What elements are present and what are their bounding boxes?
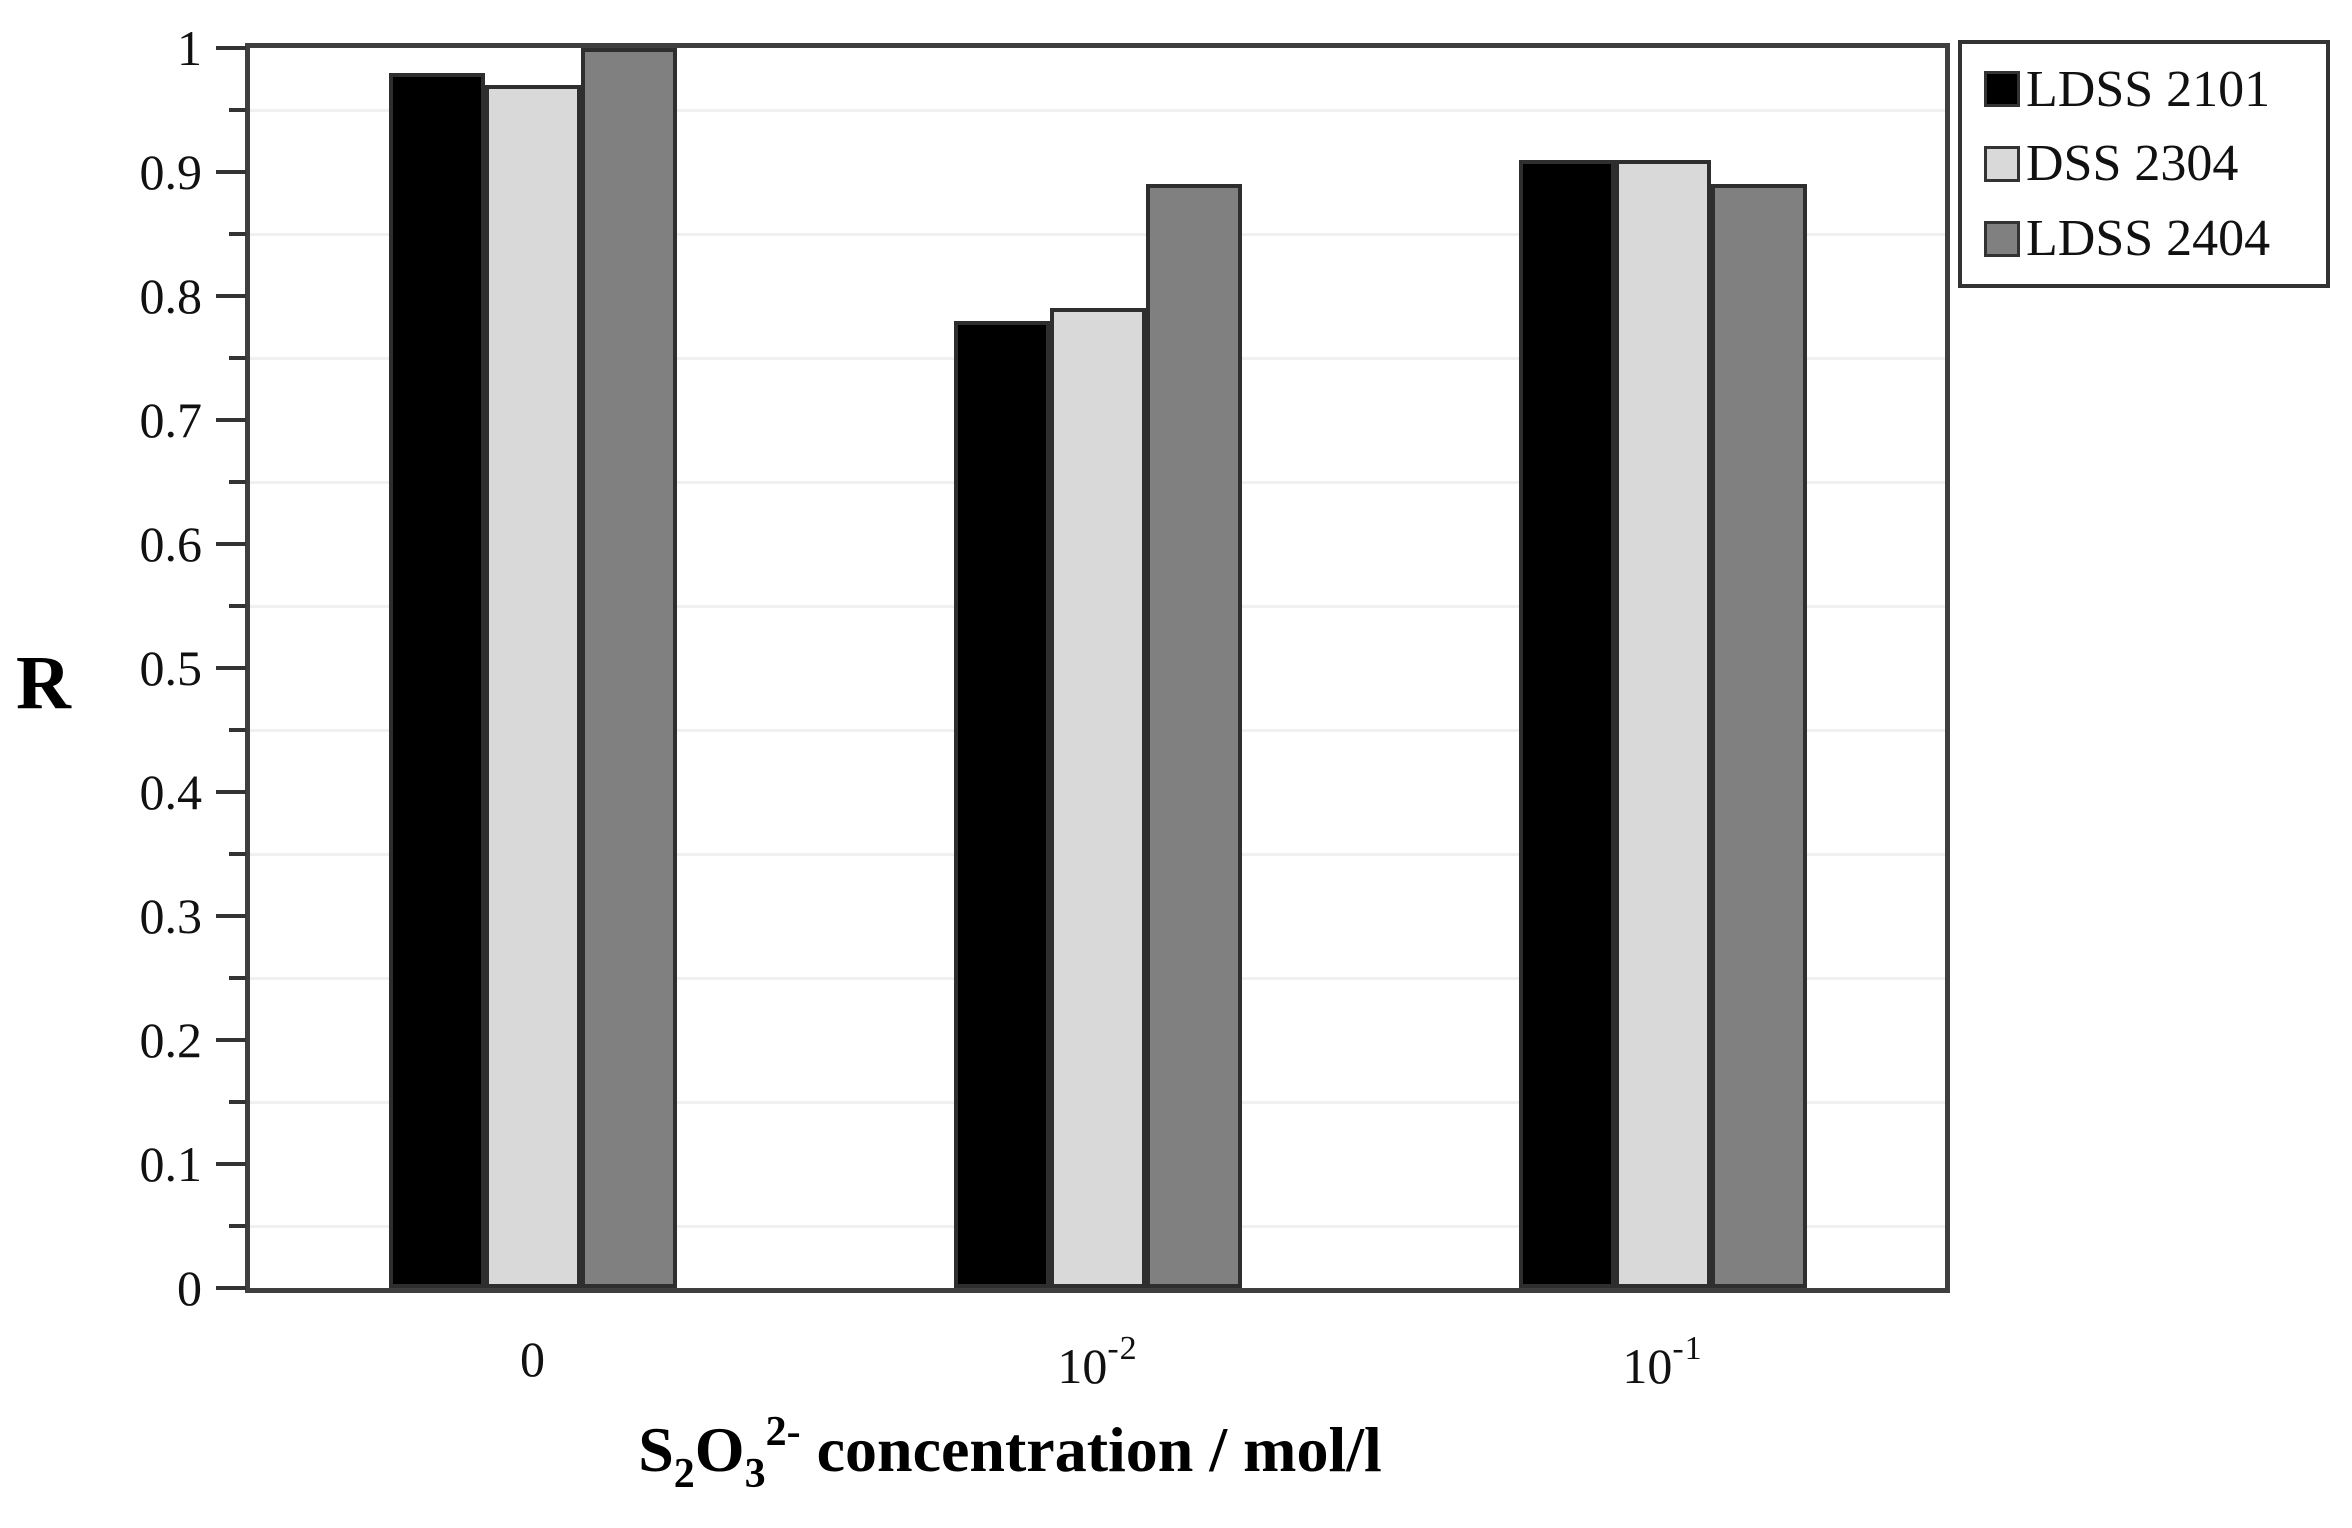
y-tick-minor [229, 108, 246, 112]
y-tick-major [216, 418, 246, 422]
legend-swatch [1984, 145, 2020, 182]
x-tick-label: 0 [520, 1330, 545, 1388]
y-tick-minor [229, 1224, 246, 1228]
x-tick-label-base: 10 [1622, 1338, 1673, 1394]
y-tick-label: 0.1 [139, 1136, 203, 1192]
x-tick-label-exponent: -2 [1107, 1330, 1138, 1367]
y-tick-label: 0 [177, 1260, 202, 1316]
legend-entry: LDSS 2404 [1984, 209, 2326, 268]
y-tick-label: 0.6 [139, 516, 203, 572]
y-tick-label: 0.9 [139, 144, 203, 200]
bar-ldss-2101-cat0 [389, 73, 485, 1288]
x-tick-label-base: 10 [1057, 1338, 1108, 1394]
y-tick-major [216, 46, 246, 50]
legend-swatch [1984, 220, 2020, 257]
y-tick-minor [229, 852, 246, 856]
y-tick-major [216, 914, 246, 918]
legend-swatch [1984, 71, 2020, 108]
y-tick-major [216, 790, 246, 794]
y-tick-label: 1 [177, 20, 202, 76]
x-axis-title-segment: S [638, 1414, 674, 1485]
y-tick-major [216, 1286, 246, 1290]
bar-ldss-2404-cat0 [581, 48, 677, 1288]
x-tick-label: 10-2 [1057, 1330, 1137, 1395]
y-tick-label: 0.5 [139, 640, 203, 696]
legend-label: LDSS 2101 [2026, 60, 2271, 118]
y-tick-label: 0.4 [139, 764, 203, 820]
y-tick-major [216, 170, 246, 174]
x-axis-title-segment: concentration / mol/l [800, 1414, 1382, 1485]
legend-entry: DSS 2304 [1984, 134, 2326, 193]
x-axis-title-segment: 3 [744, 1451, 766, 1497]
gridline [250, 108, 1945, 112]
x-axis-title: S2O32- concentration / mol/l [638, 1408, 1382, 1498]
y-tick-major [216, 294, 246, 298]
x-tick-label-base: 0 [520, 1331, 545, 1387]
x-tick-label-exponent: -1 [1672, 1330, 1703, 1367]
bar-ldss-2101-cat1 [954, 321, 1050, 1288]
y-tick-label: 0.3 [139, 888, 203, 944]
y-axis-title: R [16, 641, 71, 725]
x-axis-title-segment: 2 [673, 1451, 695, 1497]
bar-dss-2304-cat0 [485, 85, 581, 1288]
x-tick-label: 10-1 [1622, 1330, 1702, 1395]
bar-ldss-2101-cat2 [1519, 160, 1615, 1288]
y-tick-label: 0.2 [139, 1012, 203, 1068]
legend-entry: LDSS 2101 [1984, 60, 2326, 119]
gridline [250, 232, 1945, 236]
bar-dss-2304-cat1 [1050, 308, 1146, 1288]
y-tick-label: 0.8 [139, 268, 203, 324]
y-tick-minor [229, 232, 246, 236]
y-tick-major [216, 1038, 246, 1042]
legend-label: DSS 2304 [2026, 135, 2239, 193]
y-tick-label: 0.7 [139, 392, 203, 448]
y-tick-minor [229, 604, 246, 608]
legend-label: LDSS 2404 [2026, 210, 2271, 268]
y-tick-major [216, 542, 246, 546]
x-axis-title-segment: 2- [765, 1409, 801, 1455]
y-tick-minor [229, 480, 246, 484]
legend: LDSS 2101 DSS 2304 LDSS 2404 [1958, 40, 2330, 288]
bar-ldss-2404-cat2 [1711, 184, 1807, 1288]
bar-dss-2304-cat2 [1615, 160, 1711, 1288]
x-axis-title-segment: O [694, 1414, 745, 1485]
y-tick-minor [229, 728, 246, 732]
y-tick-minor [229, 976, 246, 980]
y-tick-minor [229, 1100, 246, 1104]
plot-area [245, 43, 1950, 1293]
y-tick-major [216, 666, 246, 670]
bar-ldss-2404-cat1 [1146, 184, 1242, 1288]
y-tick-major [216, 1162, 246, 1166]
y-tick-minor [229, 356, 246, 360]
